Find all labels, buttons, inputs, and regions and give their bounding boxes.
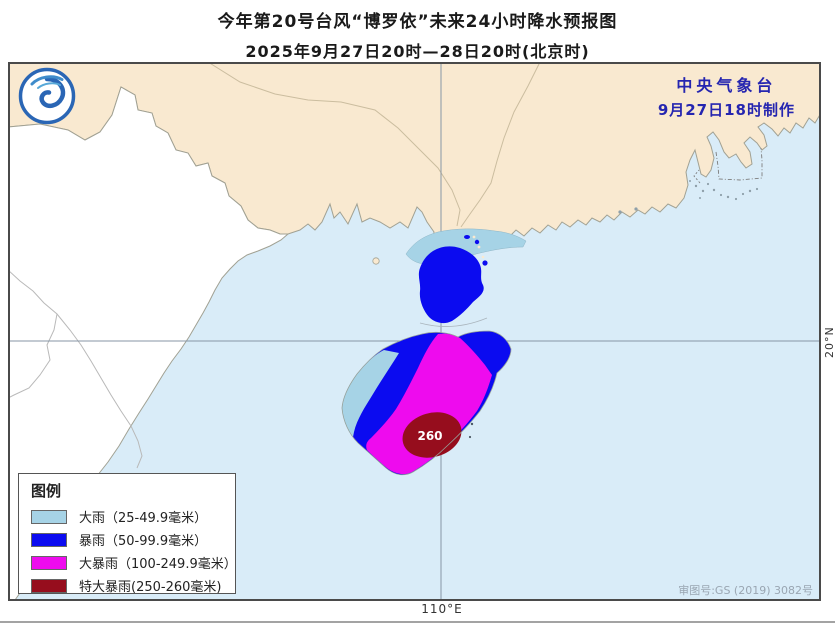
rainstorm-swatch xyxy=(31,532,67,547)
legend-row-heavy-rain: 大雨（25-49.9毫米） xyxy=(31,505,235,528)
rain-heavy-west-hainan xyxy=(342,350,399,437)
se-islets xyxy=(468,422,474,439)
cma-logo xyxy=(18,67,76,125)
map-title: 今年第20号台风“博罗依”未来24小时降水预报图 xyxy=(217,12,618,32)
legend-row-heavy-rainstorm: 大暴雨（100-249.9毫米） xyxy=(31,551,237,574)
rain-heavy-storm-hainan xyxy=(366,333,492,475)
rain-storm-speck xyxy=(474,239,480,245)
hainan-outline xyxy=(341,330,512,476)
legend-label: 大雨（25-49.9毫米） xyxy=(79,511,208,526)
legend-label: 大暴雨（100-249.9毫米） xyxy=(79,557,237,572)
province-border-line-2 xyxy=(460,62,541,228)
legend-label: 暴雨（50-99.9毫米） xyxy=(79,534,208,549)
rain-storm-blob-leizhou xyxy=(418,246,484,324)
strait-coast-arc xyxy=(419,317,488,327)
bottom-separator xyxy=(0,621,835,623)
rain-storm-speck xyxy=(464,235,470,239)
legend-title: 图例 xyxy=(31,482,62,500)
map-frame xyxy=(8,62,821,601)
map-subtitle-period: 2025年9月27日20时—28日20时(北京时) xyxy=(245,42,590,61)
laos-border-line-2 xyxy=(56,313,143,469)
issue-time: 9月27日18时制作 xyxy=(657,101,795,119)
rain-storm-speck xyxy=(482,260,488,266)
leizhou-islets xyxy=(472,235,485,259)
heavy-rainstorm-swatch xyxy=(31,555,67,570)
sar-dashed-boundary xyxy=(715,147,763,181)
heavy-rain-swatch xyxy=(31,509,67,524)
agency-name: 中央气象台 xyxy=(676,76,777,95)
legend-box: 图例 大雨（25-49.9毫米） 暴雨（50-99.9毫米） 大暴雨（100-2… xyxy=(18,473,237,597)
pearl-delta-islands xyxy=(689,180,759,201)
sar-dashed-boundary-2 xyxy=(693,169,701,184)
latitude-tick-label: 20°N xyxy=(823,326,835,358)
forecast-map: 260 中央气象台 9月27日18时制作 图例 大雨（25-49.9毫米） 暴雨 xyxy=(8,62,821,601)
agency-stamp: 中央气象台 9月27日18时制作 xyxy=(658,72,795,120)
legend-row-rainstorm: 暴雨（50-99.9毫米） xyxy=(31,528,235,551)
legend-row-extreme-rainstorm: 特大暴雨(250-260毫米) xyxy=(31,574,235,597)
coastal-islet xyxy=(634,207,638,211)
weizhou-island xyxy=(372,257,380,265)
survey-number: 审图号:GS (2019) 3082号 xyxy=(678,584,813,597)
peak-rain-value: 260 xyxy=(417,429,442,443)
laos-border-line xyxy=(8,269,58,399)
title-block: 今年第20号台风“博罗依”未来24小时降水预报图 2025年9月27日20时—2… xyxy=(0,7,835,62)
longitude-tick-label: 110°E xyxy=(421,602,463,616)
coastal-islet xyxy=(618,210,622,214)
province-border-line xyxy=(207,62,461,227)
legend-label: 特大暴雨(250-260毫米) xyxy=(79,580,222,595)
extreme-rainstorm-swatch xyxy=(31,578,67,593)
